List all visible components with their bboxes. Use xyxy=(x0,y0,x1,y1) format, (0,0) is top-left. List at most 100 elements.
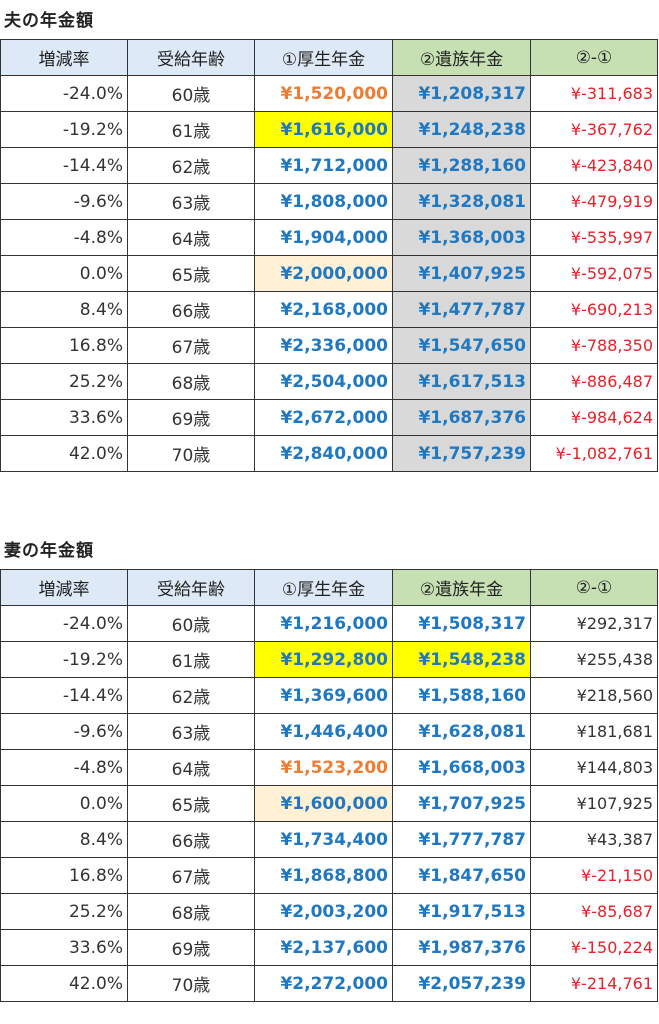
table-row: -19.2% 61歳 ¥1,292,800 ¥1,548,238 ¥255,438 xyxy=(0,641,658,678)
izoku-nenkin-cell: ¥1,288,160 xyxy=(392,147,531,184)
difference-cell: ¥218,560 xyxy=(530,677,658,714)
age-cell: 70歳 xyxy=(127,965,255,1002)
kosei-nenkin-cell: ¥2,003,200 xyxy=(254,893,393,930)
difference-cell: ¥-423,840 xyxy=(530,147,658,184)
kosei-nenkin-cell: ¥1,868,800 xyxy=(254,857,393,894)
table-row: 0.0% 65歳 ¥1,600,000 ¥1,707,925 ¥107,925 xyxy=(0,785,658,822)
izoku-nenkin-cell: ¥1,407,925 xyxy=(392,255,531,292)
rate-cell: -19.2% xyxy=(0,641,128,678)
kosei-nenkin-cell: ¥1,446,400 xyxy=(254,713,393,750)
age-cell: 63歳 xyxy=(127,183,255,220)
rate-cell: -24.0% xyxy=(0,75,128,112)
kosei-nenkin-cell: ¥1,712,000 xyxy=(254,147,393,184)
difference-cell: ¥-535,997 xyxy=(530,219,658,256)
difference-cell: ¥-311,683 xyxy=(530,75,658,112)
header-difference: ②-① xyxy=(530,569,658,606)
wife-table-title: 妻の年金額 xyxy=(4,541,94,561)
izoku-nenkin-cell: ¥1,668,003 xyxy=(392,749,531,786)
kosei-nenkin-cell: ¥2,336,000 xyxy=(254,327,393,364)
rate-cell: 16.8% xyxy=(0,327,128,364)
table-header-row: 増減率 受給年齢 ①厚生年金 ②遺族年金 ②-① xyxy=(0,569,658,606)
rate-cell: -24.0% xyxy=(0,605,128,642)
izoku-nenkin-cell: ¥1,617,513 xyxy=(392,363,531,400)
age-cell: 67歳 xyxy=(127,857,255,894)
difference-cell: ¥-85,687 xyxy=(530,893,658,930)
table-row: 42.0% 70歳 ¥2,840,000 ¥1,757,239 ¥-1,082,761 xyxy=(0,435,658,472)
header-kosei-nenkin: ①厚生年金 xyxy=(254,39,393,76)
izoku-nenkin-cell: ¥2,057,239 xyxy=(392,965,531,1002)
kosei-nenkin-cell: ¥1,616,000 xyxy=(254,111,393,148)
header-kosei-nenkin: ①厚生年金 xyxy=(254,569,393,606)
table-row: 42.0% 70歳 ¥2,272,000 ¥2,057,239 ¥-214,761 xyxy=(0,965,658,1002)
difference-cell: ¥-690,213 xyxy=(530,291,658,328)
rate-cell: -14.4% xyxy=(0,677,128,714)
izoku-nenkin-cell: ¥1,477,787 xyxy=(392,291,531,328)
izoku-nenkin-cell: ¥1,847,650 xyxy=(392,857,531,894)
kosei-nenkin-cell: ¥1,808,000 xyxy=(254,183,393,220)
rate-cell: -4.8% xyxy=(0,219,128,256)
table-row: -14.4% 62歳 ¥1,712,000 ¥1,288,160 ¥-423,840 xyxy=(0,147,658,184)
table-row: -24.0% 60歳 ¥1,520,000 ¥1,208,317 ¥-311,683 xyxy=(0,75,658,112)
age-cell: 64歳 xyxy=(127,749,255,786)
rate-cell: 25.2% xyxy=(0,893,128,930)
kosei-nenkin-cell: ¥1,523,200 xyxy=(254,749,393,786)
table-row: -4.8% 64歳 ¥1,904,000 ¥1,368,003 ¥-535,997 xyxy=(0,219,658,256)
difference-cell: ¥-1,082,761 xyxy=(530,435,658,472)
header-rate: 増減率 xyxy=(0,39,128,76)
header-age: 受給年齢 xyxy=(127,569,255,606)
age-cell: 69歳 xyxy=(127,929,255,966)
table-row: -14.4% 62歳 ¥1,369,600 ¥1,588,160 ¥218,560 xyxy=(0,677,658,714)
age-cell: 70歳 xyxy=(127,435,255,472)
age-cell: 63歳 xyxy=(127,713,255,750)
table-row: 16.8% 67歳 ¥2,336,000 ¥1,547,650 ¥-788,350 xyxy=(0,327,658,364)
difference-cell: ¥-984,624 xyxy=(530,399,658,436)
age-cell: 66歳 xyxy=(127,821,255,858)
izoku-nenkin-cell: ¥1,368,003 xyxy=(392,219,531,256)
izoku-nenkin-cell: ¥1,777,787 xyxy=(392,821,531,858)
difference-cell: ¥181,681 xyxy=(530,713,658,750)
table-row: 8.4% 66歳 ¥1,734,400 ¥1,777,787 ¥43,387 xyxy=(0,821,658,858)
rate-cell: 33.6% xyxy=(0,929,128,966)
difference-cell: ¥-150,224 xyxy=(530,929,658,966)
kosei-nenkin-cell: ¥1,216,000 xyxy=(254,605,393,642)
age-cell: 60歳 xyxy=(127,75,255,112)
table-row: -4.8% 64歳 ¥1,523,200 ¥1,668,003 ¥144,803 xyxy=(0,749,658,786)
age-cell: 61歳 xyxy=(127,641,255,678)
rate-cell: 42.0% xyxy=(0,435,128,472)
header-rate: 増減率 xyxy=(0,569,128,606)
kosei-nenkin-cell: ¥1,904,000 xyxy=(254,219,393,256)
kosei-nenkin-cell: ¥1,520,000 xyxy=(254,75,393,112)
table-row: 33.6% 69歳 ¥2,672,000 ¥1,687,376 ¥-984,624 xyxy=(0,399,658,436)
table-row: 25.2% 68歳 ¥2,003,200 ¥1,917,513 ¥-85,687 xyxy=(0,893,658,930)
header-difference: ②-① xyxy=(530,39,658,76)
rate-cell: 25.2% xyxy=(0,363,128,400)
izoku-nenkin-cell: ¥1,248,238 xyxy=(392,111,531,148)
difference-cell: ¥107,925 xyxy=(530,785,658,822)
izoku-nenkin-cell: ¥1,917,513 xyxy=(392,893,531,930)
izoku-nenkin-cell: ¥1,508,317 xyxy=(392,605,531,642)
age-cell: 67歳 xyxy=(127,327,255,364)
rate-cell: -9.6% xyxy=(0,713,128,750)
rate-cell: 16.8% xyxy=(0,857,128,894)
difference-cell: ¥-21,150 xyxy=(530,857,658,894)
kosei-nenkin-cell: ¥1,292,800 xyxy=(254,641,393,678)
table-row: -24.0% 60歳 ¥1,216,000 ¥1,508,317 ¥292,317 xyxy=(0,605,658,642)
difference-cell: ¥-886,487 xyxy=(530,363,658,400)
difference-cell: ¥255,438 xyxy=(530,641,658,678)
kosei-nenkin-cell: ¥1,600,000 xyxy=(254,785,393,822)
age-cell: 68歳 xyxy=(127,893,255,930)
rate-cell: -9.6% xyxy=(0,183,128,220)
kosei-nenkin-cell: ¥1,369,600 xyxy=(254,677,393,714)
rate-cell: -14.4% xyxy=(0,147,128,184)
rate-cell: -4.8% xyxy=(0,749,128,786)
rate-cell: 8.4% xyxy=(0,821,128,858)
table-row: 25.2% 68歳 ¥2,504,000 ¥1,617,513 ¥-886,487 xyxy=(0,363,658,400)
kosei-nenkin-cell: ¥2,672,000 xyxy=(254,399,393,436)
difference-cell: ¥-479,919 xyxy=(530,183,658,220)
age-cell: 61歳 xyxy=(127,111,255,148)
husband-table-title: 夫の年金額 xyxy=(4,11,94,31)
rate-cell: 42.0% xyxy=(0,965,128,1002)
izoku-nenkin-cell: ¥1,548,238 xyxy=(392,641,531,678)
izoku-nenkin-cell: ¥1,687,376 xyxy=(392,399,531,436)
kosei-nenkin-cell: ¥2,000,000 xyxy=(254,255,393,292)
